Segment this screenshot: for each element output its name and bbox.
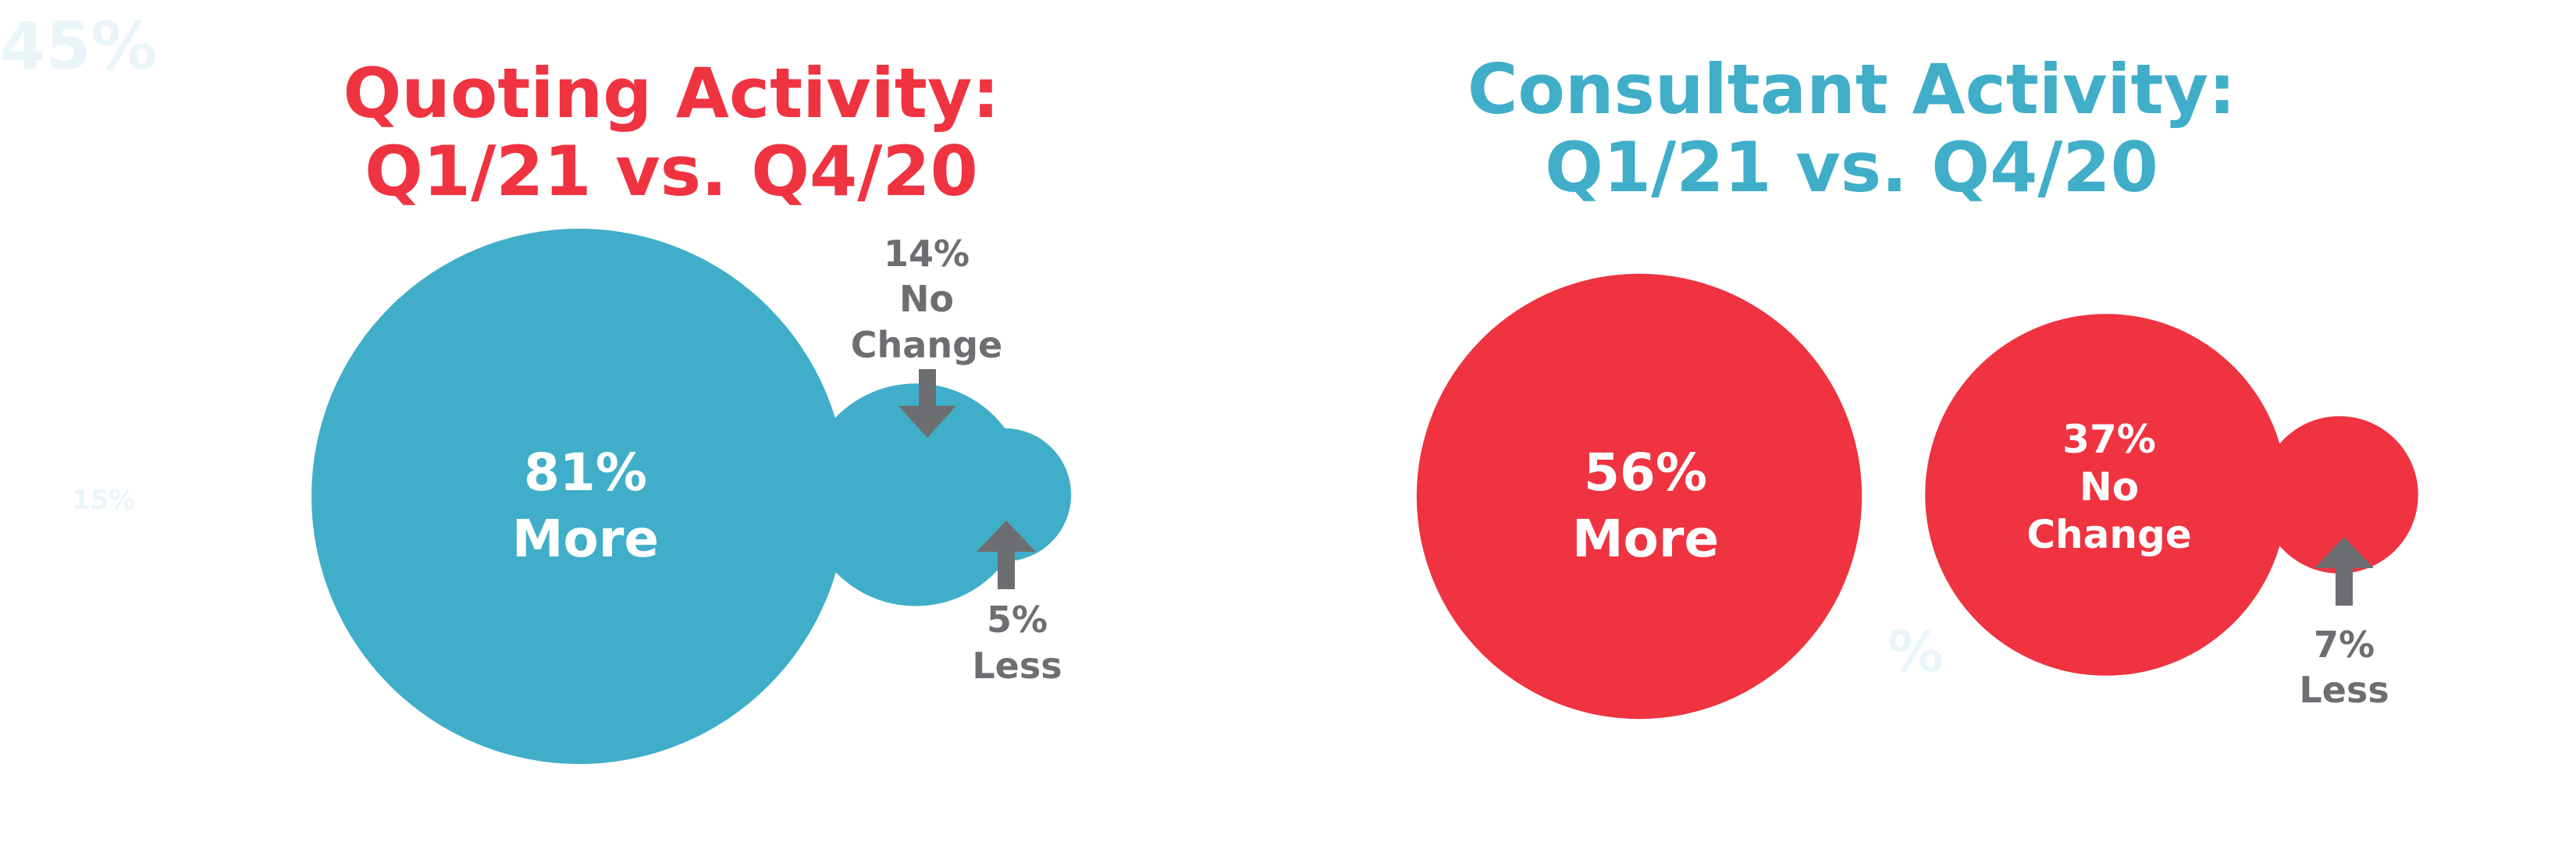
data-label-more-value: 56% xyxy=(1584,442,1707,503)
chart-title-line-2: Q1/21 vs. Q4/20 xyxy=(365,131,978,211)
arrow-up-icon xyxy=(977,521,1036,589)
bubble-more xyxy=(311,229,847,764)
quoting-activity-chart: Quoting Activity: Q1/21 vs. Q4/20 81% Mo… xyxy=(311,53,1072,764)
background-mark-right: % xyxy=(1888,619,1944,684)
data-label-no-change-line-1: No xyxy=(899,278,954,320)
data-label-less-category: Less xyxy=(2299,669,2389,711)
bubble-less xyxy=(2261,416,2418,574)
data-label-less-category: Less xyxy=(972,645,1062,687)
data-label-more-value: 81% xyxy=(524,442,647,503)
bubble-less xyxy=(938,428,1072,562)
arrow-down-icon xyxy=(898,369,956,438)
background-mark-left-mid: 15% xyxy=(72,485,135,516)
bubble-no-change xyxy=(1925,314,2287,676)
consultant-activity-chart: Consultant Activity: Q1/21 vs. Q4/20 % 5… xyxy=(1416,49,2418,720)
data-label-no-change-value: 14% xyxy=(884,233,970,275)
chart-title-line-2: Q1/21 vs. Q4/20 xyxy=(1545,127,2158,208)
data-label-more-category: More xyxy=(1572,509,1719,569)
chart-title-line-1: Consultant Activity: xyxy=(1468,49,2236,130)
chart-title-line-1: Quoting Activity: xyxy=(343,53,999,133)
data-label-no-change-line-2: Change xyxy=(2026,512,2191,557)
data-label-no-change-line-2: Change xyxy=(851,324,1002,366)
data-label-less-value: 7% xyxy=(2314,624,2375,666)
data-label-more-category: More xyxy=(512,509,659,569)
arrow-up-icon xyxy=(2314,537,2374,606)
data-label-no-change-line-1: No xyxy=(2080,464,2139,510)
bubble-more xyxy=(1416,273,1863,720)
data-label-no-change-value: 37% xyxy=(2062,417,2156,462)
background-mark-top-left: 45% xyxy=(0,8,157,84)
data-label-less-value: 5% xyxy=(987,599,1048,641)
